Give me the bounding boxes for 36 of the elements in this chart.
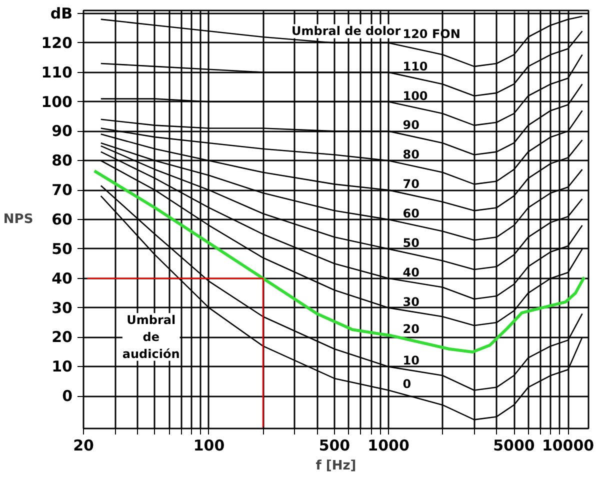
series-label: 90 — [402, 118, 420, 132]
y-tick-label: 90 — [52, 122, 72, 140]
series-label: 110 — [402, 59, 428, 74]
series-label: 40 — [402, 265, 420, 280]
x-tick-label: 5000 — [493, 436, 535, 454]
y-tick-label: 10 — [52, 358, 72, 376]
series-label: 50 — [402, 236, 420, 250]
y-tick-label: 30 — [52, 298, 72, 317]
x-axis-title: f [Hz] — [316, 458, 356, 474]
series-label: 0 — [402, 377, 412, 392]
y-tick-label: 50 — [52, 240, 72, 258]
x-tick-label: 20 — [73, 436, 94, 454]
y-tick-label: 80 — [52, 152, 72, 170]
annotation: Umbral de dolor — [292, 24, 401, 38]
x-tick-label: 500 — [318, 436, 350, 454]
x-tick-label: 1000 — [368, 436, 410, 454]
y-tick-label: 40 — [52, 269, 72, 288]
series-label: 30 — [402, 294, 420, 309]
y-tick-label: 70 — [52, 181, 72, 200]
series-label: 10 — [402, 354, 420, 368]
y-tick-label: 20 — [52, 328, 72, 346]
y-tick-label: 60 — [52, 210, 72, 228]
y-tick-label: dB — [50, 4, 72, 22]
series-label: 80 — [402, 148, 420, 162]
series-label: 20 — [402, 322, 420, 336]
series-label: 60 — [402, 206, 420, 220]
series-label: 70 — [402, 177, 420, 192]
y-axis-title: NPS — [3, 212, 34, 227]
x-tick-label: 100 — [193, 436, 225, 454]
y-tick-label: 110 — [41, 63, 72, 82]
x-tick-label: 10000 — [542, 436, 594, 454]
annotation: Umbral de audición — [122, 313, 180, 361]
y-tick-label: 0 — [62, 387, 72, 406]
y-tick-label: 120 — [41, 34, 72, 52]
series-label: 100 — [402, 88, 428, 103]
y-tick-label: 100 — [41, 92, 72, 111]
